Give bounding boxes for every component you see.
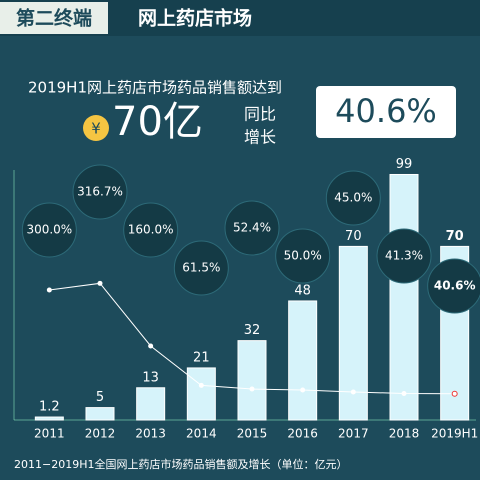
growth-label: 160.0% [128, 223, 174, 237]
caption: 2011−2019H1全国网上药店市场药品销售额及增长（单位：亿元） [14, 457, 347, 471]
growth-label: 41.3% [385, 249, 423, 263]
bar [34, 416, 64, 421]
line-point [198, 382, 204, 388]
growth-label: 40.6% [434, 279, 476, 293]
x-tick-label: 2016 [287, 427, 318, 441]
bubble [21, 202, 77, 258]
bar [85, 407, 115, 421]
line-point [97, 280, 103, 286]
bubble [325, 170, 381, 226]
growth: 40.6% [335, 92, 437, 130]
x-tick-label: 2019H1 [431, 427, 478, 441]
growth-label: 61.5% [182, 261, 220, 275]
yoy: 增长 [244, 128, 276, 147]
value-label: 21 [193, 350, 210, 365]
value-label: 1.2 [39, 400, 60, 415]
value-label: 32 [244, 323, 261, 338]
value-label: 70 [345, 229, 362, 244]
bar [136, 387, 166, 421]
bubble [427, 258, 480, 314]
bubble [72, 164, 128, 220]
x-tick-label: 2011 [34, 427, 65, 441]
value-label: 13 [142, 370, 159, 385]
coin [83, 115, 109, 141]
growth-box [316, 86, 456, 138]
bubble [376, 228, 432, 284]
value-label: 48 [294, 283, 311, 298]
bubble [224, 200, 280, 256]
x-tick-label: 2014 [186, 427, 217, 441]
value-label: 70 [446, 229, 464, 244]
bubble [173, 240, 229, 296]
growth-label: 45.0% [334, 191, 372, 205]
line-point [249, 386, 255, 392]
bubble [123, 202, 179, 258]
growth-label: 300.0% [26, 223, 72, 237]
currency: ¥ [91, 120, 101, 138]
bar [288, 300, 318, 421]
line-point [401, 390, 407, 396]
value-label: 5 [96, 390, 104, 405]
header-tag: 第二终端 [16, 7, 92, 30]
yoy: 同比 [244, 105, 276, 124]
bar [237, 340, 267, 421]
headline: 2019H1网上药店市场药品销售额达到 [28, 79, 282, 97]
header-title: 网上药店市场 [138, 7, 252, 30]
growth-label: 50.0% [284, 249, 322, 263]
x-tick-label: 2012 [85, 427, 116, 441]
line-point [148, 343, 154, 349]
line-point [46, 287, 52, 293]
line-point [350, 389, 356, 395]
x-tick-label: 2013 [135, 427, 166, 441]
line-point [300, 387, 306, 393]
x-tick-label: 2018 [389, 427, 420, 441]
amount: 70亿 [112, 99, 203, 145]
bubble [275, 228, 331, 284]
bar [389, 173, 419, 421]
growth-label: 316.7% [77, 185, 123, 199]
growth-label: 52.4% [233, 221, 271, 235]
line-point [451, 390, 458, 397]
header-tag-bg [0, 2, 108, 34]
value-label: 99 [396, 157, 413, 172]
x-tick-label: 2015 [237, 427, 268, 441]
x-tick-label: 2017 [338, 427, 369, 441]
bar [186, 367, 216, 421]
